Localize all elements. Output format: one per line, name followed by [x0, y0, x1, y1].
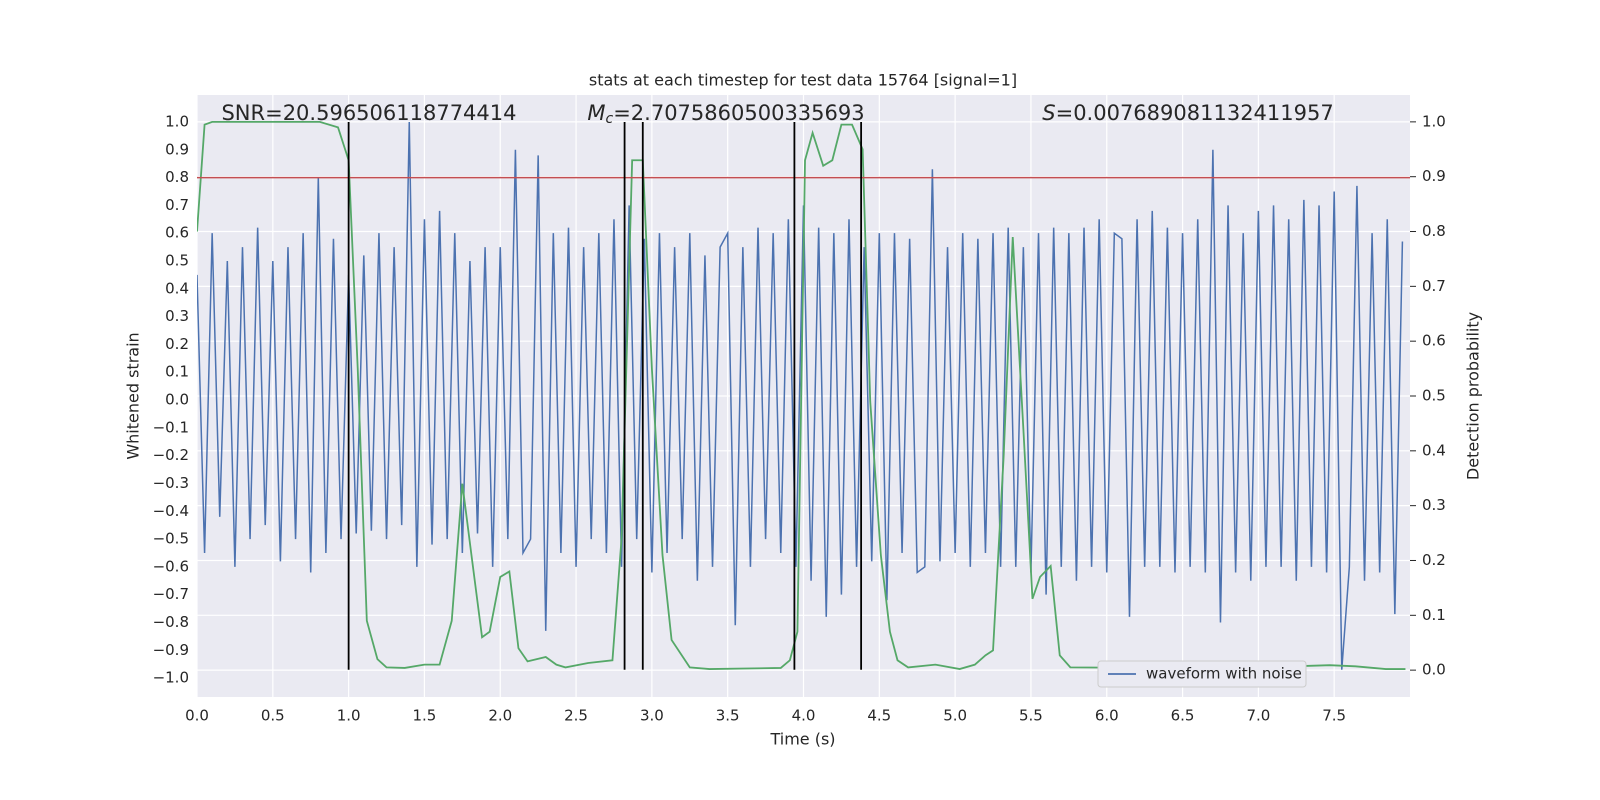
annotation: SNR=20.596506118774414: [221, 101, 516, 125]
y-tick-label: 0.9: [165, 140, 189, 158]
waveform-line: [197, 121, 1404, 670]
y2-tick-label: 0.0: [1422, 661, 1446, 679]
x-tick-label: 4.0: [792, 707, 816, 725]
annotation-text: =0.007689081132411957: [1056, 101, 1334, 125]
y-tick-label: −0.4: [153, 502, 189, 520]
y-tick-label: 0.5: [165, 252, 189, 270]
y2-tick-label: 0.1: [1422, 606, 1446, 624]
x-axis-label: Time (s): [769, 730, 835, 749]
x-tick-label: 0.0: [185, 707, 209, 725]
y2-tick-label: 0.5: [1422, 387, 1446, 405]
chart-title: stats at each timestep for test data 157…: [589, 71, 1017, 90]
x-tick-label: 7.5: [1322, 707, 1346, 725]
x-tick-label: 6.5: [1171, 707, 1195, 725]
x-tick-label: 6.0: [1095, 707, 1119, 725]
y-tick-label: 0.8: [165, 168, 189, 186]
y-tick-label: −0.6: [153, 557, 189, 575]
y-tick-label: −0.5: [153, 530, 189, 548]
x-tick-label: 1.0: [337, 707, 361, 725]
y-tick-label: −0.9: [153, 641, 189, 659]
y-tick-label: 0.0: [165, 391, 189, 409]
annotation: S=0.007689081132411957: [1042, 101, 1333, 125]
y-tick-label: −0.7: [153, 585, 189, 603]
x-tick-label: 1.5: [413, 707, 437, 725]
y-tick-label: −1.0: [153, 669, 189, 687]
annotation-text: =2.7075860500335693: [613, 101, 864, 125]
annotation-symbol: M: [587, 101, 605, 125]
x-tick-label: 5.0: [943, 707, 967, 725]
y-tick-label: −0.1: [153, 418, 189, 436]
y-tick-label: 0.1: [165, 363, 189, 381]
y2-axis-label: Detection probability: [1464, 312, 1483, 480]
annotation-text: SNR=20.596506118774414: [221, 101, 516, 125]
y-tick-label: 0.4: [165, 279, 189, 297]
y-tick-label: 0.6: [165, 224, 189, 242]
y-tick-label: −0.3: [153, 474, 189, 492]
y2-tick-label: 0.3: [1422, 496, 1446, 514]
annotation-subscript: c: [606, 111, 614, 127]
x-tick-label: 0.5: [261, 707, 285, 725]
x-tick-label: 3.5: [716, 707, 740, 725]
annotation: Mc=2.7075860500335693: [587, 101, 864, 127]
x-tick-label: 2.0: [488, 707, 512, 725]
y2-tick-label: 0.4: [1422, 441, 1446, 459]
y2-tick-label: 1.0: [1422, 112, 1446, 130]
y2-tick-label: 0.8: [1422, 222, 1446, 240]
y2-tick-label: 0.9: [1422, 167, 1446, 185]
x-tick-label: 3.0: [640, 707, 664, 725]
probability-line: [197, 120, 1406, 670]
y-tick-label: −0.2: [153, 446, 189, 464]
y-tick-label: 0.3: [165, 307, 189, 325]
x-tick-label: 2.5: [564, 707, 588, 725]
y2-tick-label: 0.7: [1422, 277, 1446, 295]
legend-label: waveform with noise: [1146, 665, 1302, 683]
y2-tick-label: 0.2: [1422, 551, 1446, 569]
y-axis-label: Whitened strain: [124, 332, 143, 459]
y-tick-label: 0.2: [165, 335, 189, 353]
x-tick-label: 5.5: [1019, 707, 1043, 725]
y-tick-label: 0.7: [165, 196, 189, 214]
x-tick-label: 4.5: [867, 707, 891, 725]
annotation-symbol: S: [1042, 101, 1055, 125]
legend-box: [1097, 660, 1307, 688]
y2-tick-label: 0.6: [1422, 332, 1446, 350]
x-tick-label: 7.0: [1246, 707, 1270, 725]
y-tick-label: −0.8: [153, 613, 189, 631]
y-tick-label: 1.0: [165, 112, 189, 130]
